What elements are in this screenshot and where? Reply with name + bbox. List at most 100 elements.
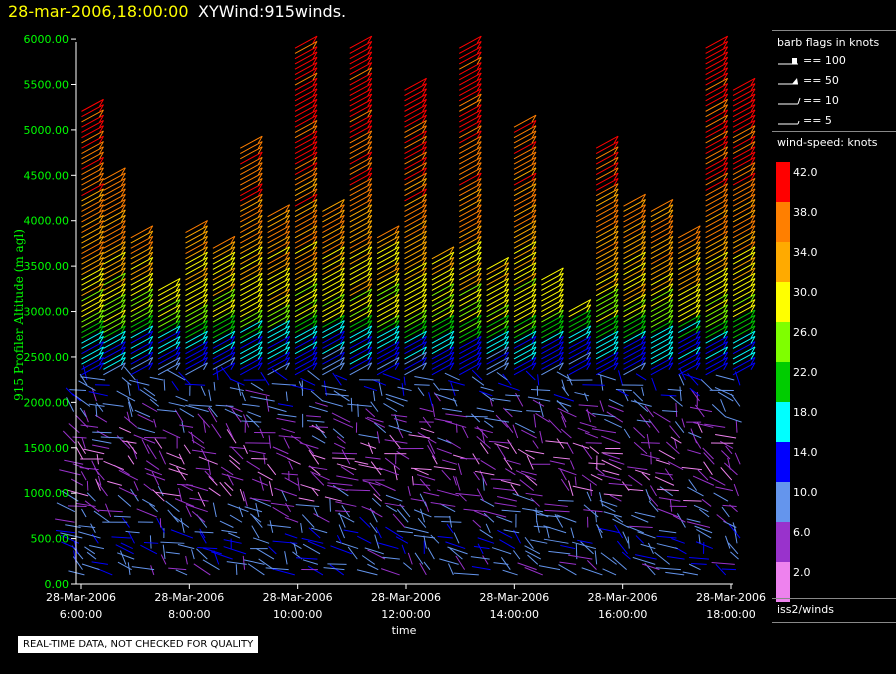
wind-barb-flag [668, 225, 674, 234]
wind-barb-flag [312, 225, 318, 234]
wind-barb [455, 476, 461, 491]
wind-barb-flag [367, 172, 373, 181]
wind-barb-flag [422, 236, 427, 244]
wind-barb [513, 299, 537, 312]
wind-barb [705, 62, 728, 75]
wind-barb [248, 450, 266, 455]
wind-barb [397, 386, 412, 392]
wind-barb-flag [723, 130, 729, 139]
wind-barb [479, 470, 488, 486]
wind-barb-flag [504, 330, 510, 339]
wind-barb-flag [476, 46, 482, 54]
wind-barb [240, 214, 263, 228]
wind-barb [294, 104, 318, 118]
wind-barb-flag [99, 294, 104, 302]
wind-barb [142, 498, 156, 507]
wind-barb [146, 444, 157, 460]
wind-barb [623, 357, 646, 370]
wind-barb [595, 335, 619, 349]
wind-barb-flag [476, 294, 482, 302]
wind-barb-flag [367, 215, 373, 223]
wind-barb [178, 371, 192, 386]
wind-barb [623, 299, 646, 312]
wind-profile-column [155, 220, 208, 576]
wind-barb [447, 546, 468, 555]
y-tick-label: 5500.00 [24, 78, 70, 91]
wind-barb [732, 93, 756, 107]
wind-barb [149, 398, 160, 407]
wind-barb-flag [367, 193, 373, 202]
wind-barb-flag [99, 157, 104, 165]
wind-barb [242, 555, 246, 570]
wind-barb-flag [476, 262, 482, 270]
wind-barb [525, 370, 536, 381]
wind-profile-column [566, 135, 619, 576]
wind-barb-flag [586, 304, 592, 313]
wind-barb [513, 251, 537, 265]
wind-barb [732, 141, 756, 154]
wind-barb [322, 251, 345, 265]
wind-barb-flag [285, 294, 291, 302]
wind-barb-flag [230, 315, 236, 323]
wind-barb-flag [367, 204, 373, 212]
wind-barb-flag [367, 278, 373, 286]
wind-barb-flag [339, 278, 345, 286]
wind-barb-flag [613, 162, 619, 170]
speed-colorbar-segment [776, 562, 790, 602]
wind-barb [404, 278, 427, 291]
wind-barb-flag [723, 162, 729, 170]
wind-barb [310, 527, 328, 534]
wind-barb [404, 183, 427, 197]
wind-barb [558, 499, 574, 502]
wind-barb [188, 431, 205, 444]
wind-barb-flag [285, 299, 291, 307]
wind-barb [623, 272, 646, 286]
wind-barb [103, 304, 126, 318]
wind-barb [513, 256, 537, 270]
wind-barb [247, 563, 265, 576]
wind-barb [687, 372, 699, 386]
wind-profile-column [512, 267, 564, 576]
wind-barb [349, 220, 372, 233]
wind-barb-flag [203, 288, 208, 297]
wind-barb [357, 535, 372, 544]
wind-barb [69, 389, 87, 392]
wind-barb [349, 193, 372, 207]
wind-barb [349, 172, 372, 186]
wind-barb [513, 304, 537, 318]
wind-barb-flag [312, 209, 318, 218]
wind-barb [622, 389, 629, 402]
wind-barb [459, 172, 482, 186]
wind-barb-flag [148, 246, 154, 255]
wind-barb [597, 373, 616, 381]
wind-barb [224, 408, 243, 418]
wind-barb [96, 481, 108, 497]
wind-barb [459, 156, 482, 170]
wind-barb [302, 559, 319, 565]
wind-barb [459, 130, 482, 144]
wind-barb-flag [312, 304, 318, 313]
wind-barb [88, 391, 108, 397]
wind-barb-flag [531, 225, 537, 234]
wind-barb [401, 544, 406, 555]
wind-barb-flag [476, 341, 482, 349]
wind-barb [630, 400, 652, 407]
wind-barb [723, 520, 737, 528]
wind-barb [322, 325, 345, 339]
wind-barb-flag [203, 241, 208, 249]
wind-barb-flag [668, 204, 674, 212]
wind-barb-flag [695, 320, 701, 328]
wind-barb [658, 529, 677, 534]
wind-barb-flag [750, 272, 756, 281]
wind-barb [694, 404, 705, 418]
wind-barb-flag [148, 230, 154, 239]
wind-barb-flag [394, 336, 400, 344]
wind-barb [705, 283, 728, 297]
wind-barb [103, 314, 126, 328]
wind-barb [590, 473, 603, 481]
wind-barb [556, 400, 572, 407]
wind-barb [404, 288, 427, 302]
wind-barb-flag [422, 162, 427, 170]
wind-barb [346, 489, 371, 492]
wind-barb [513, 346, 537, 360]
